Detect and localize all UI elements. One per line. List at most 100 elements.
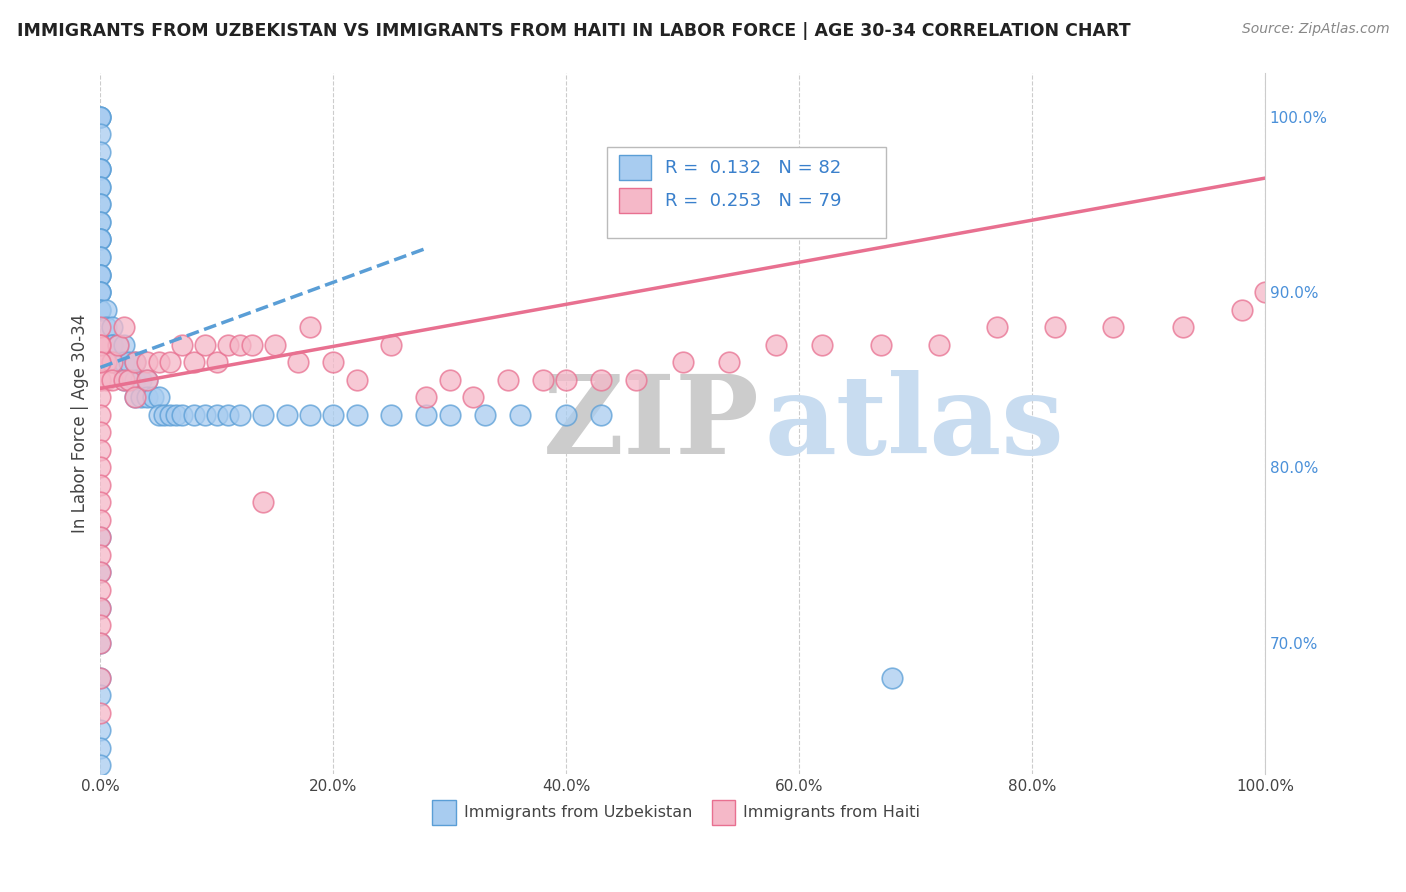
Point bbox=[415, 390, 437, 404]
Point bbox=[89, 337, 111, 351]
Point bbox=[89, 250, 111, 264]
Point bbox=[252, 495, 274, 509]
Point bbox=[129, 373, 152, 387]
Point bbox=[531, 373, 554, 387]
Point bbox=[298, 408, 321, 422]
Point bbox=[298, 320, 321, 334]
Point bbox=[89, 337, 111, 351]
Point bbox=[107, 355, 129, 369]
Point bbox=[89, 302, 111, 317]
Point bbox=[124, 390, 146, 404]
Point bbox=[183, 355, 205, 369]
Point bbox=[170, 337, 193, 351]
FancyBboxPatch shape bbox=[607, 146, 886, 238]
Point bbox=[107, 337, 129, 351]
Point bbox=[153, 408, 176, 422]
Bar bbox=[619, 188, 651, 213]
Point bbox=[89, 110, 111, 124]
Point bbox=[591, 373, 613, 387]
Point bbox=[136, 373, 159, 387]
Point bbox=[101, 355, 124, 369]
Point bbox=[112, 355, 135, 369]
Text: Immigrants from Uzbekistan: Immigrants from Uzbekistan bbox=[464, 805, 692, 820]
Point bbox=[89, 268, 111, 282]
Point bbox=[252, 408, 274, 422]
Point bbox=[89, 530, 111, 544]
Point bbox=[89, 530, 111, 544]
Point bbox=[439, 408, 461, 422]
Point bbox=[89, 285, 111, 299]
Point bbox=[89, 337, 111, 351]
Point bbox=[89, 302, 111, 317]
Point bbox=[346, 373, 368, 387]
Point bbox=[89, 285, 111, 299]
Point bbox=[89, 390, 111, 404]
Point bbox=[89, 355, 111, 369]
Point bbox=[118, 373, 141, 387]
Point bbox=[869, 337, 891, 351]
Point bbox=[415, 408, 437, 422]
Point bbox=[439, 373, 461, 387]
Point bbox=[89, 337, 111, 351]
Point bbox=[89, 478, 111, 492]
Point bbox=[624, 373, 647, 387]
Point bbox=[112, 337, 135, 351]
Point bbox=[183, 408, 205, 422]
Point bbox=[89, 197, 111, 211]
Bar bbox=[619, 155, 651, 180]
Point bbox=[89, 250, 111, 264]
Point bbox=[148, 408, 170, 422]
Point bbox=[165, 408, 187, 422]
Text: Immigrants from Haiti: Immigrants from Haiti bbox=[744, 805, 920, 820]
Point bbox=[89, 162, 111, 177]
Point bbox=[89, 232, 111, 246]
Point bbox=[101, 337, 124, 351]
Point bbox=[124, 373, 146, 387]
Point bbox=[89, 425, 111, 440]
Point bbox=[159, 408, 181, 422]
Point bbox=[101, 337, 124, 351]
Point bbox=[89, 758, 111, 772]
Point bbox=[148, 355, 170, 369]
Point bbox=[89, 671, 111, 685]
Point bbox=[882, 671, 904, 685]
Point bbox=[89, 320, 111, 334]
Point bbox=[89, 215, 111, 229]
Point bbox=[194, 408, 217, 422]
Point bbox=[89, 355, 111, 369]
Point bbox=[205, 355, 228, 369]
Point bbox=[89, 671, 111, 685]
Text: Source: ZipAtlas.com: Source: ZipAtlas.com bbox=[1241, 22, 1389, 37]
Point bbox=[509, 408, 531, 422]
Point bbox=[89, 337, 111, 351]
Point bbox=[89, 215, 111, 229]
Point bbox=[217, 408, 239, 422]
Point bbox=[205, 408, 228, 422]
Point bbox=[1173, 320, 1195, 334]
Bar bbox=[432, 800, 456, 824]
Point bbox=[89, 740, 111, 755]
Point bbox=[89, 268, 111, 282]
Point bbox=[89, 110, 111, 124]
Point bbox=[96, 355, 118, 369]
Text: R =  0.253   N = 79: R = 0.253 N = 79 bbox=[665, 192, 842, 210]
Point bbox=[1254, 285, 1277, 299]
Text: ZIP: ZIP bbox=[543, 370, 759, 477]
Point bbox=[1230, 302, 1253, 317]
Point bbox=[142, 390, 165, 404]
Point bbox=[89, 162, 111, 177]
Point bbox=[136, 373, 159, 387]
Point bbox=[89, 180, 111, 194]
Point bbox=[96, 373, 118, 387]
Text: IMMIGRANTS FROM UZBEKISTAN VS IMMIGRANTS FROM HAITI IN LABOR FORCE | AGE 30-34 C: IMMIGRANTS FROM UZBEKISTAN VS IMMIGRANTS… bbox=[17, 22, 1130, 40]
Point bbox=[217, 337, 239, 351]
Point bbox=[811, 337, 834, 351]
Point bbox=[89, 495, 111, 509]
Point bbox=[89, 268, 111, 282]
Point bbox=[159, 355, 181, 369]
Point bbox=[96, 337, 118, 351]
Point bbox=[89, 232, 111, 246]
Point bbox=[89, 635, 111, 649]
Point bbox=[89, 706, 111, 720]
Point bbox=[718, 355, 741, 369]
